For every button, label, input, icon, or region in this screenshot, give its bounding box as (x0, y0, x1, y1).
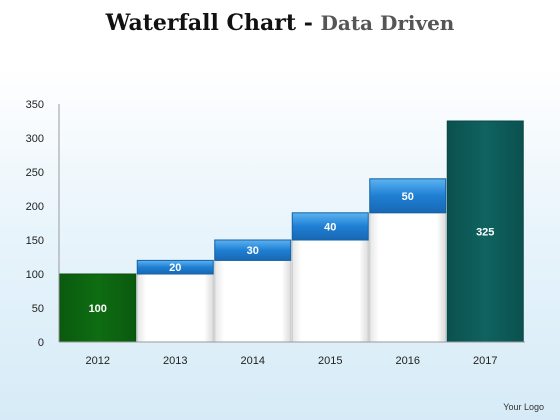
data-label: 20 (169, 262, 181, 274)
x-tick-label: 2013 (163, 355, 187, 367)
title-sub: Data Driven (320, 11, 455, 35)
y-tick-label: 300 (26, 133, 44, 145)
y-tick-label: 350 (26, 99, 44, 111)
x-tick-label: 2014 (241, 355, 265, 367)
logo-text: Your Logo (503, 402, 544, 412)
x-tick-label: 2017 (473, 355, 497, 367)
title-separator: - (296, 10, 321, 36)
y-tick-label: 50 (32, 303, 44, 315)
bar-increment (214, 239, 292, 261)
x-tick-label: 2012 (86, 355, 110, 367)
chart-title: Waterfall Chart - Data Driven (0, 10, 560, 36)
data-label: 325 (476, 227, 494, 239)
bar-start (59, 273, 137, 343)
data-label: 40 (324, 221, 336, 233)
bar-base (291, 239, 369, 343)
y-tick-label: 100 (26, 269, 44, 281)
title-main: Waterfall Chart (105, 10, 297, 36)
y-tick-label: 250 (26, 167, 44, 179)
y-tick-label: 200 (26, 201, 44, 213)
bar-increment (369, 178, 447, 214)
data-label: 30 (247, 245, 259, 257)
x-tick-label: 2015 (318, 355, 342, 367)
bar-base (136, 273, 214, 343)
y-tick-label: 0 (38, 337, 44, 349)
x-tick-label: 2016 (396, 355, 420, 367)
bar-increment (291, 212, 369, 241)
y-tick-label: 150 (26, 235, 44, 247)
bar-base (369, 212, 447, 343)
bar-base (214, 259, 292, 343)
data-label: 100 (89, 303, 107, 315)
data-label: 50 (402, 191, 414, 203)
bar-increment (136, 259, 214, 275)
bar-total (446, 120, 524, 343)
